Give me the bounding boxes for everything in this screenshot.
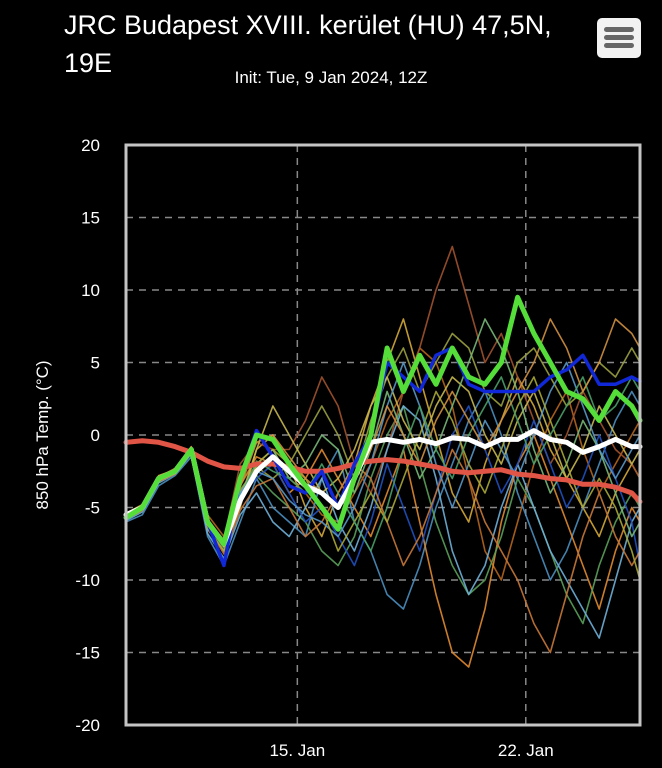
ensemble-member-line: [125, 347, 641, 581]
y-axis-label: 850 hPa Temp. (°C): [33, 360, 52, 509]
y-tick-label: -20: [75, 716, 100, 735]
climatology-line: [123, 438, 643, 505]
y-axis-ticks: 20 15 10 5 0 -5 -10 -15 -20: [75, 136, 100, 735]
y-tick-label: 15: [81, 209, 100, 228]
ensemble-member-line: [125, 390, 641, 610]
chart-menu-button[interactable]: [597, 18, 641, 58]
x-tick-label: 22. Jan: [498, 741, 554, 760]
x-axis-ticks: 15. Jan 22. Jan: [269, 741, 553, 760]
x-tick-label: 15. Jan: [269, 741, 325, 760]
y-tick-label: -5: [85, 499, 100, 518]
y-tick-label: -10: [75, 571, 100, 590]
control-line: [123, 294, 643, 547]
grid: [126, 145, 640, 725]
hamburger-menu-icon: [604, 27, 634, 32]
y-tick-label: 0: [91, 426, 100, 445]
hamburger-menu-icon-bar: [604, 35, 634, 40]
y-tick-label: 20: [81, 136, 100, 155]
main-series: [123, 294, 643, 568]
chart-subtitle: Init: Tue, 9 Jan 2024, 12Z: [234, 68, 428, 87]
y-tick-label: 10: [81, 281, 100, 300]
y-tick-label: -15: [75, 644, 100, 663]
hamburger-menu-icon-bar: [604, 43, 634, 48]
chart-title: JRC Budapest XVIII. kerület (HU) 47,5N, …: [64, 10, 552, 78]
deterministic-line: [124, 346, 642, 568]
plot-frame: [124, 143, 642, 727]
y-tick-label: 5: [91, 354, 100, 373]
ensemble-member-line: [125, 405, 641, 639]
